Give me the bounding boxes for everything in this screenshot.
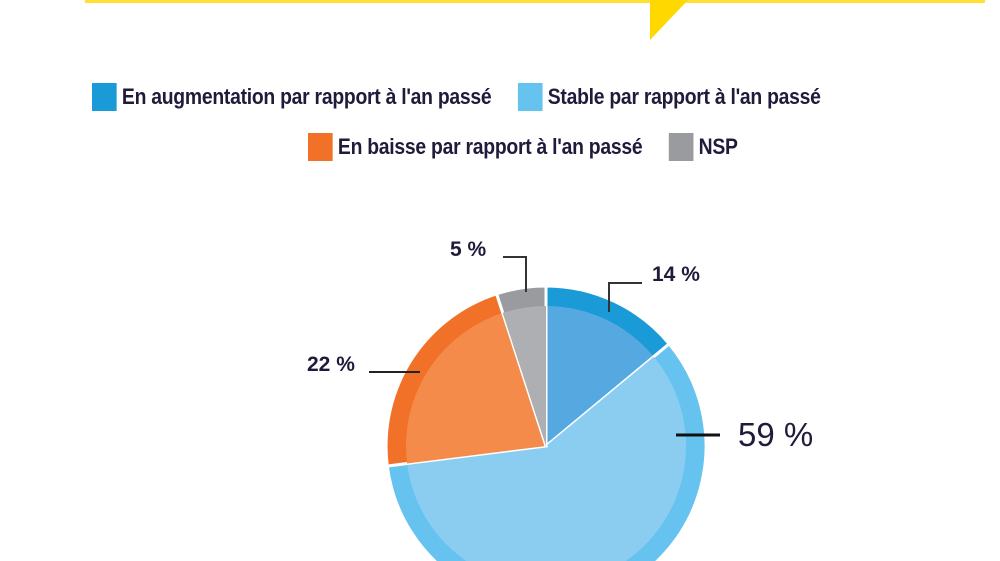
slice-baisse [384,291,548,468]
legend-item-nsp: NSP [668,133,738,161]
value-label-baisse: 22 % [307,353,355,376]
slice-augmentation [544,284,672,450]
leader-line-nsp [503,256,527,292]
legend-label: NSP [698,134,738,159]
legend-swatch-stable [517,83,543,111]
slice-stable [385,341,708,561]
legend-label: En baisse par rapport à l'an passé [337,134,643,159]
leader-line-augmentation [608,282,642,312]
legend-item-stable: Stable par rapport à l'an passé [517,83,821,111]
legend-row-2: En baisse par rapport à l'an passé NSP [308,133,764,161]
value-label-nsp: 5 % [450,238,487,261]
yellow-header-rule [85,0,985,3]
yellow-callout-pointer [650,0,688,40]
legend-item-augmentation: En augmentation par rapport à l'an passé [92,83,492,111]
slice-nsp [494,284,548,447]
legend-swatch-baisse [308,133,333,161]
legend-swatch-augmentation [92,83,117,111]
legend-label: Stable par rapport à l'an passé [547,84,821,109]
legend-item-baisse: En baisse par rapport à l'an passé [308,133,643,161]
legend-swatch-nsp [668,133,694,161]
legend-label: En augmentation par rapport à l'an passé [121,84,492,109]
legend-row-1: En augmentation par rapport à l'an passé… [92,83,847,111]
value-label-augmentation: 14 % [652,263,700,286]
value-label-stable: 59 % [738,416,813,453]
